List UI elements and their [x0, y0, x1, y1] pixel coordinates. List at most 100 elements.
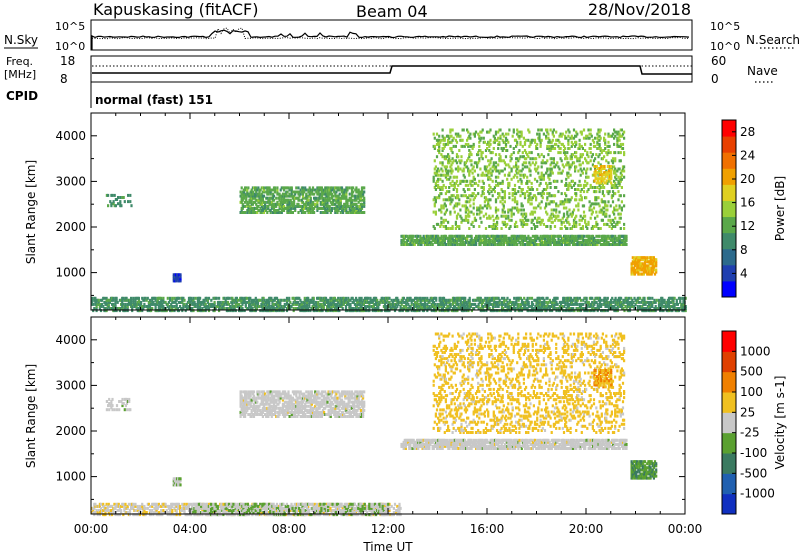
scatter-cell	[539, 307, 542, 310]
scatter-cell	[510, 177, 513, 181]
scatter-cell	[289, 307, 292, 310]
scatter-cell	[290, 305, 293, 308]
scatter-cell	[537, 192, 540, 196]
scatter-cell	[553, 179, 557, 183]
scatter-cell	[220, 302, 223, 306]
scatter-cell	[223, 302, 226, 306]
scatter-cell	[531, 188, 534, 191]
scatter-cell	[596, 305, 599, 308]
scatter-cell	[532, 309, 535, 313]
scatter-cell	[410, 302, 413, 306]
scatter-cell	[463, 190, 466, 194]
scatter-cell	[264, 305, 267, 308]
scatter-cell	[437, 173, 440, 177]
scatter-cell	[112, 296, 115, 300]
scatter-cell	[569, 296, 573, 300]
scatter-cell	[251, 307, 254, 310]
scatter-cell	[288, 298, 291, 302]
scatter-cell	[352, 307, 355, 310]
scatter-cell	[445, 208, 449, 212]
scatter-cell	[334, 309, 338, 313]
scatter-cell	[468, 188, 471, 191]
scatter-cell	[236, 305, 240, 308]
scatter-cell	[521, 188, 524, 191]
scatter-cell	[504, 214, 508, 218]
scatter-cell	[172, 300, 175, 304]
scatter-cell	[515, 192, 518, 196]
freq-unit-label: [MHz]	[4, 68, 36, 81]
scatter-cell	[498, 300, 501, 304]
scatter-cell	[636, 305, 639, 308]
scatter-cell	[273, 307, 276, 310]
scatter-cell	[540, 200, 543, 204]
scatter-cell	[396, 296, 399, 300]
scatter-cell	[469, 198, 472, 202]
scatter-cell	[307, 309, 310, 313]
scatter-cell	[586, 181, 589, 185]
scatter-cell	[397, 298, 400, 302]
scatter-cell	[470, 309, 473, 313]
scatter-cell	[435, 296, 438, 300]
scatter-cell	[368, 307, 371, 310]
scatter-cell	[481, 305, 485, 308]
scatter-cell	[548, 144, 551, 148]
scatter-cell	[438, 309, 441, 313]
scatter-cell	[135, 296, 138, 300]
scatter-cell	[105, 296, 108, 300]
scatter-cell	[493, 190, 496, 194]
scatter-cell	[542, 155, 545, 159]
scatter-cell	[506, 309, 509, 313]
scatter-cell	[482, 186, 485, 189]
scatter-cell	[498, 298, 501, 302]
scatter-cell	[555, 202, 558, 206]
scatter-cell	[435, 305, 438, 308]
scatter-cell	[519, 305, 522, 308]
scatter-cell	[576, 307, 579, 310]
scatter-cell	[445, 300, 448, 304]
scatter-cell	[557, 171, 560, 175]
scatter-cell	[236, 298, 240, 302]
scatter-cell	[494, 305, 497, 308]
scatter-cell	[234, 305, 237, 308]
scatter-cell	[543, 300, 546, 304]
scatter-cell	[497, 163, 500, 167]
scatter-cell	[126, 305, 129, 308]
scatter-cell	[451, 128, 454, 132]
scatter-cell	[383, 298, 387, 302]
scatter-cell	[514, 302, 517, 306]
scatter-cell	[546, 192, 549, 196]
scatter-cell	[470, 302, 473, 306]
scatter-cell	[540, 171, 543, 175]
scatter-cell	[549, 181, 552, 185]
scatter-cell	[336, 298, 339, 302]
scatter-cell	[194, 305, 197, 308]
scatter-cell	[457, 155, 460, 159]
scatter-cell	[507, 305, 510, 308]
scatter-cell	[546, 128, 549, 132]
scatter-cell	[102, 305, 105, 308]
scatter-cell	[440, 210, 443, 214]
scatter-cell	[136, 296, 139, 300]
scatter-cell	[597, 298, 600, 302]
scatter-cell	[183, 298, 186, 302]
scatter-cell	[165, 309, 168, 313]
scatter-cell	[612, 307, 615, 310]
scatter-cell	[146, 309, 149, 313]
scatter-cell	[504, 163, 508, 167]
scatter-cell	[483, 140, 486, 144]
scatter-cell	[303, 296, 306, 300]
scatter-cell	[360, 296, 363, 300]
scatter-cell	[489, 142, 492, 146]
scatter-cell	[547, 234, 550, 238]
scatter-cell	[483, 204, 486, 208]
scatter-cell	[369, 298, 372, 302]
scatter-cell	[94, 296, 97, 300]
scatter-cell	[555, 208, 558, 212]
scatter-cell	[450, 147, 453, 150]
scatter-cell	[432, 300, 436, 304]
scatter-cell	[467, 307, 470, 310]
scatter-cell	[462, 167, 465, 171]
scatter-cell	[516, 175, 519, 179]
scatter-cell	[550, 157, 553, 161]
freq-panel-frame	[90, 55, 693, 83]
